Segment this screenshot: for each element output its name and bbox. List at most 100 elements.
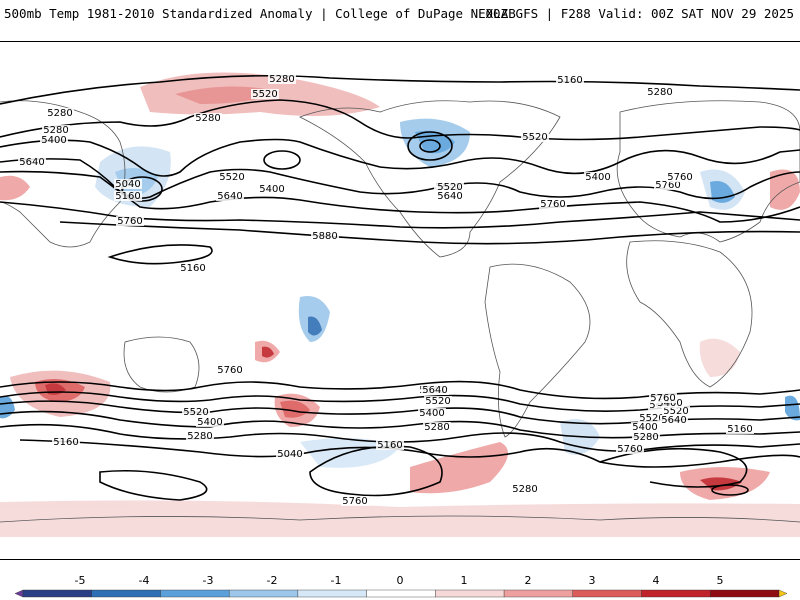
contour-label-bg bbox=[179, 263, 207, 273]
colorbar-swatch bbox=[160, 589, 230, 598]
contour-label: 5280 bbox=[647, 87, 672, 98]
contour-label-bg bbox=[114, 191, 142, 201]
contour-label: 5520 bbox=[437, 182, 462, 193]
contour-label: 5520 bbox=[425, 396, 450, 407]
contour-label: 5400 bbox=[632, 422, 657, 433]
contour-label-bg bbox=[268, 74, 296, 84]
contour-label-bg bbox=[646, 87, 674, 97]
contour-label: 5520 bbox=[639, 413, 664, 424]
contour-label: 5760 bbox=[667, 172, 692, 183]
contour-label: 5400 bbox=[585, 172, 610, 183]
anomaly-map: 5280552051605280540056405040516052805520… bbox=[0, 41, 800, 560]
contour-label-bg bbox=[311, 231, 339, 241]
height-contours bbox=[0, 74, 800, 501]
contour-label: 5640 bbox=[19, 157, 44, 168]
colorbar-swatch bbox=[435, 589, 505, 598]
contour-label-bg bbox=[666, 172, 694, 182]
colorbar-tick-label: 5 bbox=[717, 574, 724, 587]
colorbar-tick-label: -1 bbox=[331, 574, 342, 587]
contour-label: 5160 bbox=[727, 424, 752, 435]
contour-label: 5160 bbox=[180, 263, 205, 274]
colorbar-swatch bbox=[503, 589, 574, 598]
contour-label-bg bbox=[216, 191, 244, 201]
contour-label-bg bbox=[616, 444, 644, 454]
contour-label-bg bbox=[276, 449, 304, 459]
colorbar-tick-label: -2 bbox=[267, 574, 278, 587]
contour-label-bg bbox=[521, 132, 549, 142]
contour-label: 5640 bbox=[217, 191, 242, 202]
colorbar-tick-label: -4 bbox=[139, 574, 150, 587]
contour-label: 5280 bbox=[195, 113, 220, 124]
contour-label-bg bbox=[116, 216, 144, 226]
contour-label-bg bbox=[726, 424, 754, 434]
model-run-info: 00Z GFS | F288 Valid: 00Z SAT NOV 29 202… bbox=[485, 6, 794, 21]
colorbar-tick-label: 2 bbox=[525, 574, 532, 587]
contour-label: 5040 bbox=[277, 449, 302, 460]
colorbar-swatch bbox=[297, 589, 367, 598]
colorbar-tick-label: 1 bbox=[461, 574, 468, 587]
contour-label: 5760 bbox=[117, 216, 142, 227]
contour-label: 5400 bbox=[259, 184, 284, 195]
contour-label-bg bbox=[196, 417, 224, 427]
contour-label: 5280 bbox=[633, 432, 658, 443]
contour-label: 5520 bbox=[522, 132, 547, 143]
contour-label-bg bbox=[649, 393, 677, 403]
contour-label-bg bbox=[436, 191, 464, 201]
contour-label-bg bbox=[376, 440, 404, 450]
contour-label: 5280 bbox=[47, 108, 72, 119]
contour-label: 5160 bbox=[377, 440, 402, 451]
map-title: 500mb Temp 1981-2010 Standardized Anomal… bbox=[4, 6, 516, 21]
contour-label-bg bbox=[251, 89, 279, 99]
contour-label: 5520 bbox=[252, 89, 277, 100]
colorbar-swatch bbox=[572, 589, 642, 598]
colorbar-tick-label: -5 bbox=[75, 574, 86, 587]
contour-label-bg bbox=[46, 108, 74, 118]
contour-label: 5880 bbox=[312, 231, 337, 242]
contour-labels: 5280552051605280540056405040516052805520… bbox=[18, 74, 754, 507]
contour-label: 5160 bbox=[53, 437, 78, 448]
contour-label: 5520 bbox=[663, 406, 688, 417]
contour-label-bg bbox=[182, 407, 210, 417]
contour-label-bg bbox=[632, 432, 660, 442]
contour-label: 5760 bbox=[617, 444, 642, 455]
contour-label: 5160 bbox=[557, 75, 582, 86]
contour-label-bg bbox=[421, 385, 449, 395]
contour-label-bg bbox=[660, 415, 688, 425]
colorbar-swatch bbox=[641, 589, 711, 598]
colorbar-swatch bbox=[778, 589, 788, 598]
contour-label-bg bbox=[436, 182, 464, 192]
colorbar-tick-label: 0 bbox=[397, 574, 404, 587]
colorbar-swatch bbox=[366, 589, 436, 598]
contour-label: 5520 bbox=[183, 407, 208, 418]
contour-label-bg bbox=[539, 199, 567, 209]
contour-label: 5280 bbox=[512, 484, 537, 495]
contour-label-bg bbox=[418, 408, 446, 418]
contour-label: 5040 bbox=[115, 179, 140, 190]
contour-label: 5280 bbox=[43, 125, 68, 136]
contour-label-bg bbox=[638, 413, 666, 423]
contour-label-bg bbox=[218, 172, 246, 182]
contour-label-bg bbox=[556, 75, 584, 85]
colorbar-tick-label: 3 bbox=[589, 574, 596, 587]
contour-label: 5640 bbox=[422, 385, 447, 396]
contour-label: 5400 bbox=[197, 417, 222, 428]
contour-label-bg bbox=[423, 422, 451, 432]
contour-label-bg bbox=[186, 431, 214, 441]
contour-label-bg bbox=[40, 135, 68, 145]
colorbar-swatch bbox=[22, 589, 92, 598]
contour-label-bg bbox=[52, 437, 80, 447]
contour-label: 5760 bbox=[540, 199, 565, 210]
colorbar-swatch bbox=[710, 589, 780, 598]
colorbar-swatches bbox=[14, 589, 788, 598]
colorbar-ticks: -5 -4 -3 -2 -1 0 1 2 3 4 5 bbox=[75, 574, 724, 587]
coastlines bbox=[0, 100, 800, 523]
contour-label-bg bbox=[662, 406, 690, 416]
colorbar-swatch bbox=[228, 589, 299, 598]
contour-label-bg bbox=[194, 113, 222, 123]
contour-label: 5160 bbox=[115, 191, 140, 202]
contour-label: 5640 bbox=[661, 415, 686, 426]
contour-label: 5400 bbox=[41, 135, 66, 146]
contour-label: 5760 bbox=[342, 496, 367, 507]
contour-label-bg bbox=[631, 422, 659, 432]
contour-label: 5640 bbox=[437, 191, 462, 202]
